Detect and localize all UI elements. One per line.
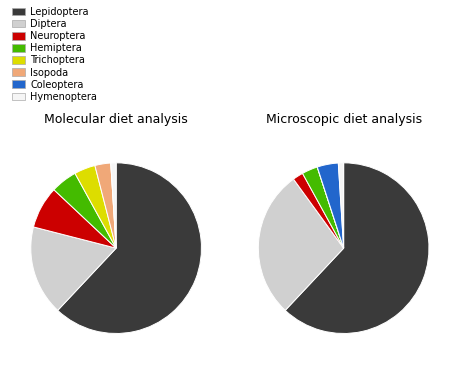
Wedge shape xyxy=(285,163,429,334)
Wedge shape xyxy=(338,163,344,248)
Wedge shape xyxy=(317,163,344,248)
Wedge shape xyxy=(31,227,116,310)
Wedge shape xyxy=(34,190,116,248)
Wedge shape xyxy=(54,173,116,248)
Wedge shape xyxy=(317,167,344,248)
Title: Molecular diet analysis: Molecular diet analysis xyxy=(44,112,188,126)
Wedge shape xyxy=(258,179,344,310)
Wedge shape xyxy=(111,163,116,248)
Wedge shape xyxy=(293,173,344,248)
Wedge shape xyxy=(95,163,116,248)
Legend: Lepidoptera, Diptera, Neuroptera, Hemiptera, Trichoptera, Isopoda, Coleoptera, H: Lepidoptera, Diptera, Neuroptera, Hemipt… xyxy=(9,5,99,104)
Wedge shape xyxy=(302,167,344,248)
Wedge shape xyxy=(75,165,116,248)
Title: Microscopic diet analysis: Microscopic diet analysis xyxy=(265,112,422,126)
Wedge shape xyxy=(58,163,201,334)
Wedge shape xyxy=(111,163,116,248)
Wedge shape xyxy=(317,167,344,248)
